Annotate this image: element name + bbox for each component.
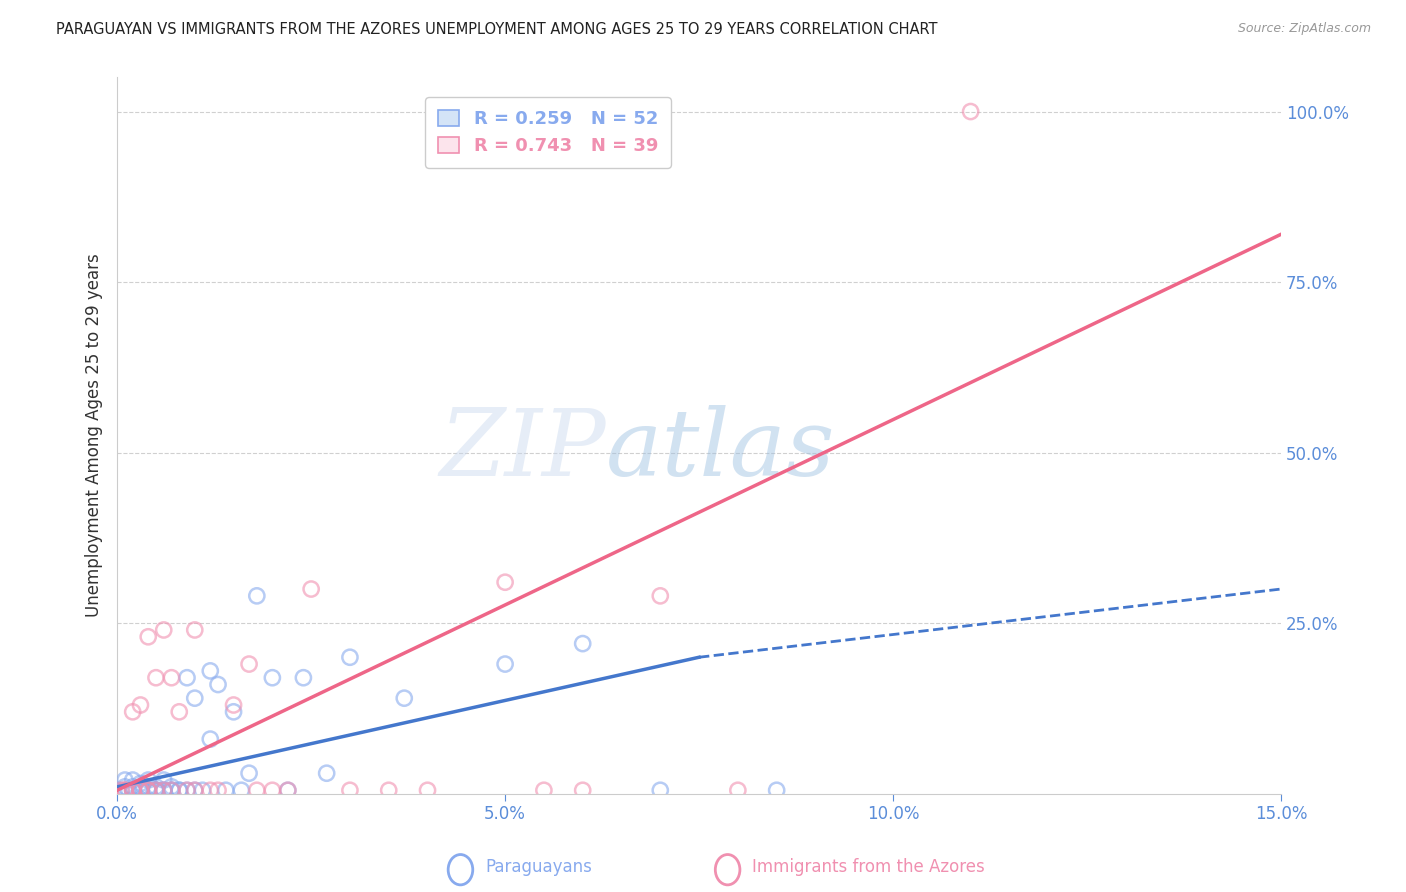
Point xyxy=(571,783,593,797)
Point xyxy=(160,780,183,794)
Point xyxy=(136,772,159,787)
Point xyxy=(145,783,167,797)
Point xyxy=(160,783,183,797)
Text: atlas: atlas xyxy=(606,405,835,495)
Point xyxy=(184,623,207,637)
Point xyxy=(129,783,152,797)
Point xyxy=(152,783,174,797)
Point xyxy=(377,783,399,797)
Point xyxy=(200,783,222,797)
Point xyxy=(136,783,159,797)
Point xyxy=(207,783,229,797)
Point xyxy=(121,783,143,797)
Point xyxy=(200,664,222,678)
Point xyxy=(959,104,981,119)
Point xyxy=(160,783,183,797)
Y-axis label: Unemployment Among Ages 25 to 29 years: Unemployment Among Ages 25 to 29 years xyxy=(86,253,103,617)
Point xyxy=(494,657,516,671)
Point xyxy=(571,637,593,651)
Text: ZIP: ZIP xyxy=(439,405,606,495)
Point xyxy=(114,783,136,797)
Text: Immigrants from the Azores: Immigrants from the Azores xyxy=(752,858,986,876)
Point xyxy=(176,671,198,685)
Text: Source: ZipAtlas.com: Source: ZipAtlas.com xyxy=(1237,22,1371,36)
Point xyxy=(129,783,152,797)
Point xyxy=(238,766,260,780)
Point xyxy=(494,575,516,590)
Point xyxy=(339,783,361,797)
Point xyxy=(136,630,159,644)
Point xyxy=(129,780,152,794)
Point xyxy=(176,783,198,797)
Point xyxy=(121,783,143,797)
Point xyxy=(231,783,253,797)
Point xyxy=(246,783,269,797)
Point xyxy=(114,783,136,797)
Point xyxy=(136,783,159,797)
Point xyxy=(118,783,141,797)
Point xyxy=(277,783,299,797)
Point xyxy=(222,698,245,712)
Point xyxy=(416,783,439,797)
Point xyxy=(215,783,238,797)
Point xyxy=(121,783,143,797)
Point xyxy=(152,623,174,637)
Point xyxy=(121,705,143,719)
Point xyxy=(167,783,190,797)
Point xyxy=(129,783,152,797)
Point xyxy=(110,783,132,797)
Point xyxy=(160,671,183,685)
Point xyxy=(152,783,174,797)
Point xyxy=(121,783,143,797)
Point xyxy=(207,677,229,691)
Point xyxy=(110,783,132,797)
Point xyxy=(145,671,167,685)
Point xyxy=(160,783,183,797)
Point xyxy=(136,780,159,794)
Point xyxy=(129,783,152,797)
Point xyxy=(184,691,207,706)
Point xyxy=(114,772,136,787)
Point xyxy=(277,783,299,797)
Point xyxy=(176,783,198,797)
Point xyxy=(315,766,337,780)
Point xyxy=(184,783,207,797)
Point xyxy=(727,783,749,797)
Point xyxy=(339,650,361,665)
Point xyxy=(129,698,152,712)
Point xyxy=(145,783,167,797)
Point xyxy=(145,780,167,794)
Point xyxy=(238,657,260,671)
Point xyxy=(167,783,190,797)
Point xyxy=(765,783,787,797)
Point xyxy=(152,783,174,797)
Point xyxy=(167,705,190,719)
Point xyxy=(129,776,152,790)
Point xyxy=(145,783,167,797)
Point xyxy=(114,780,136,794)
Point xyxy=(292,671,315,685)
Point xyxy=(394,691,416,706)
Point xyxy=(136,783,159,797)
Point xyxy=(222,705,245,719)
Point xyxy=(200,732,222,747)
Point xyxy=(650,783,672,797)
Point xyxy=(299,582,322,596)
Point xyxy=(533,783,555,797)
Point xyxy=(246,589,269,603)
Point xyxy=(145,783,167,797)
Legend: R = 0.259   N = 52, R = 0.743   N = 39: R = 0.259 N = 52, R = 0.743 N = 39 xyxy=(425,97,671,168)
Point xyxy=(136,783,159,797)
Point xyxy=(121,780,143,794)
Text: Paraguayans: Paraguayans xyxy=(485,858,592,876)
Point xyxy=(184,783,207,797)
Point xyxy=(121,772,143,787)
Point xyxy=(129,783,152,797)
Point xyxy=(152,772,174,787)
Point xyxy=(650,589,672,603)
Text: PARAGUAYAN VS IMMIGRANTS FROM THE AZORES UNEMPLOYMENT AMONG AGES 25 TO 29 YEARS : PARAGUAYAN VS IMMIGRANTS FROM THE AZORES… xyxy=(56,22,938,37)
Point xyxy=(191,783,214,797)
Point xyxy=(262,783,284,797)
Point xyxy=(262,671,284,685)
